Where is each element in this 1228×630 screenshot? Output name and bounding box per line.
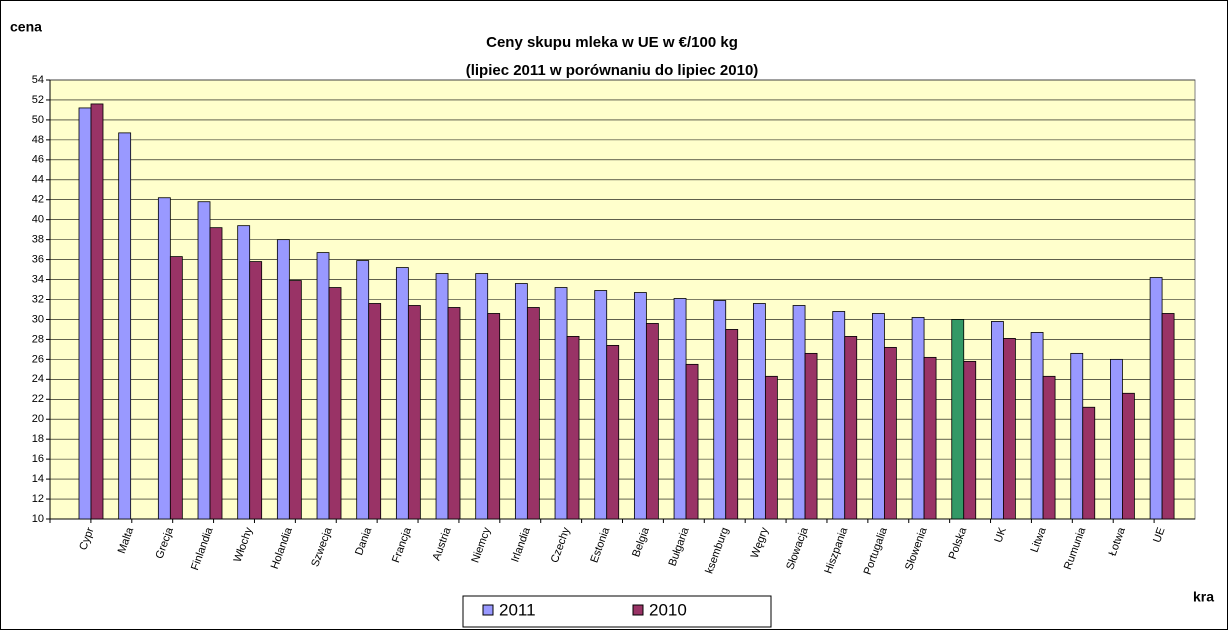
bar <box>90 103 104 520</box>
y-tick-label: 22 <box>32 393 44 405</box>
y-tick-label: 40 <box>32 214 44 226</box>
x-tick-label: UE <box>1151 526 1168 544</box>
bar <box>804 352 818 520</box>
y-tick-label: 48 <box>32 134 44 146</box>
bar <box>1122 392 1135 520</box>
bar <box>633 292 647 520</box>
bar <box>1110 358 1123 520</box>
bar <box>1161 313 1175 520</box>
bar <box>276 239 290 520</box>
y-tick-label: 50 <box>32 114 44 126</box>
legend-box <box>462 595 772 628</box>
bar <box>475 273 489 520</box>
y-tick-label: 46 <box>32 154 44 166</box>
bar <box>673 298 687 520</box>
legend-label: 2011 <box>499 600 536 619</box>
chart-title: Ceny skupu mleka w UE w €/100 kg <box>486 34 738 51</box>
bar <box>237 225 251 520</box>
y-tick-label: 18 <box>32 433 44 445</box>
y-tick-label: 42 <box>32 194 44 206</box>
y-tick-label: 44 <box>32 174 44 186</box>
chart-subtitle: (lipiec 2011 w porównaniu do lipiec 2010… <box>466 62 759 79</box>
bar <box>526 307 540 520</box>
y-tick-label: 32 <box>32 293 44 305</box>
y-tick-label: 14 <box>32 473 44 485</box>
y-tick-label: 10 <box>32 513 44 525</box>
y-tick-label: 30 <box>32 313 44 325</box>
bar <box>792 305 806 520</box>
bar <box>991 321 1004 520</box>
legend-swatch <box>482 604 494 616</box>
bar <box>1070 352 1084 520</box>
bar <box>713 300 727 520</box>
bar <box>911 317 925 520</box>
bar <box>316 252 330 520</box>
bar <box>78 107 92 520</box>
bar <box>1042 375 1056 520</box>
legend-swatch <box>632 604 644 616</box>
bar <box>606 344 620 520</box>
y-tick-label: 54 <box>32 74 44 86</box>
bar <box>395 267 409 520</box>
bar <box>1082 406 1096 520</box>
legend-label: 2010 <box>649 600 687 619</box>
bar <box>1149 277 1163 520</box>
bar <box>435 273 449 520</box>
y-tick-label: 36 <box>32 253 44 265</box>
y-tick-label: 12 <box>32 493 44 505</box>
y-tick-label: 38 <box>32 234 44 246</box>
bar <box>1030 332 1044 520</box>
bar <box>487 313 501 520</box>
bar <box>209 227 223 520</box>
y-tick-label: 28 <box>32 333 44 345</box>
bar <box>249 261 263 520</box>
bar <box>169 256 183 520</box>
x-axis-label: kra <box>1193 589 1214 605</box>
bar <box>832 311 846 520</box>
bar <box>1003 338 1016 520</box>
bar <box>645 323 659 520</box>
bar <box>554 287 568 520</box>
bar <box>197 201 211 520</box>
bar <box>884 346 897 520</box>
y-tick-label: 24 <box>32 373 44 385</box>
bar <box>685 363 699 520</box>
x-tick-label: UK <box>992 525 1009 544</box>
bar <box>157 197 171 520</box>
bar <box>288 280 302 520</box>
y-axis-label: cena <box>10 19 42 35</box>
bar <box>118 132 132 520</box>
y-tick-label: 52 <box>32 94 44 106</box>
bar <box>368 303 382 520</box>
bar <box>923 356 937 520</box>
bar <box>764 375 778 520</box>
bar <box>752 303 766 520</box>
y-tick-label: 34 <box>32 273 44 285</box>
y-tick-label: 16 <box>32 453 44 465</box>
bar <box>594 290 608 520</box>
bar <box>407 305 421 520</box>
bar <box>566 336 580 520</box>
bar <box>725 329 739 520</box>
y-tick-label: 20 <box>32 413 44 425</box>
bar <box>447 307 461 520</box>
y-tick-label: 26 <box>32 353 44 365</box>
bar <box>844 336 858 520</box>
bar <box>514 283 528 520</box>
bar <box>872 313 885 520</box>
bar <box>951 319 965 520</box>
bar <box>356 260 370 520</box>
bar <box>328 287 342 520</box>
bar <box>963 360 977 520</box>
